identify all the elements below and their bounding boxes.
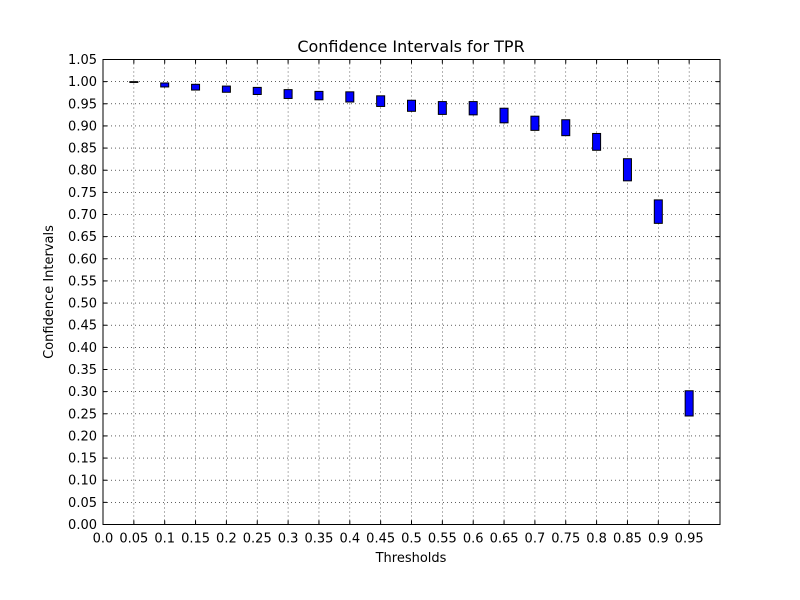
- x-tick-label: 0.7: [525, 532, 546, 547]
- y-tick-label: 0.25: [68, 407, 97, 422]
- x-tick-label: 0.3: [278, 532, 299, 547]
- y-tick-label: 0.70: [68, 208, 97, 223]
- grid: [102, 59, 720, 525]
- interval-boxes: [129, 81, 694, 417]
- y-tick-label: 0.60: [68, 252, 97, 267]
- y-tick-label: 0.45: [68, 319, 97, 334]
- x-tick-labels: 0.0 0.05 0.1 0.15 0.2 0.25 0.3 0.35 0.4 0.45 0.5 0.…: [93, 532, 704, 547]
- x-tick-label: 0.0: [93, 532, 114, 547]
- x-tick-label: 0.8: [586, 532, 607, 547]
- y-tick-label: 0.00: [68, 518, 97, 533]
- x-tick-label: 0.75: [551, 532, 580, 547]
- interval-box: [653, 199, 663, 224]
- y-tick-label: 0.35: [68, 363, 97, 378]
- y-tick-label: 0.10: [68, 474, 97, 489]
- y-tick-labels: 0.00 0.05 0.10 0.15 0.20 0.25 0.30 0.35 0.40 0.45…: [68, 53, 97, 533]
- y-tick-label: 0.20: [68, 429, 97, 444]
- x-tick-label: 0.6: [463, 532, 484, 547]
- interval-box: [252, 86, 262, 95]
- y-tick-label: 0.75: [68, 186, 97, 201]
- y-tick-label: 0.30: [68, 385, 97, 400]
- interval-box: [160, 82, 170, 88]
- interval-box: [437, 101, 447, 115]
- interval-box: [221, 85, 231, 93]
- x-tick-label: 0.2: [216, 532, 237, 547]
- interval-box: [592, 132, 602, 151]
- x-tick-label: 0.55: [428, 532, 457, 547]
- y-tick-label: 0.15: [68, 452, 97, 467]
- y-tick-label: 0.90: [68, 119, 97, 134]
- x-tick-label: 0.5: [401, 532, 422, 547]
- x-axis-title: Thresholds: [375, 551, 447, 566]
- y-tick-label: 1.05: [68, 53, 97, 68]
- y-tick-label: 0.85: [68, 142, 97, 157]
- interval-box: [530, 115, 540, 131]
- y-tick-label: 0.50: [68, 297, 97, 312]
- interval-box: [314, 90, 324, 101]
- x-tick-label: 0.35: [304, 532, 333, 547]
- x-tick-label: 0.45: [366, 532, 395, 547]
- interval-box: [129, 81, 139, 83]
- y-tick-label: 0.80: [68, 164, 97, 179]
- x-tick-label: 0.9: [648, 532, 669, 547]
- interval-box: [468, 101, 478, 116]
- interval-box: [376, 95, 386, 107]
- ticks: [102, 59, 720, 525]
- x-tick-label: 0.85: [613, 532, 642, 547]
- chart-title: Confidence Intervals for TPR: [297, 37, 524, 56]
- y-tick-label: 0.05: [68, 496, 97, 511]
- interval-box: [191, 83, 201, 91]
- x-tick-label: 0.1: [154, 532, 175, 547]
- x-tick-label: 0.25: [243, 532, 272, 547]
- y-axis-title: Confidence Intervals: [42, 225, 57, 359]
- y-tick-label: 0.65: [68, 230, 97, 245]
- interval-box: [622, 158, 632, 182]
- x-tick-label: 0.05: [119, 532, 148, 547]
- interval-box: [499, 107, 509, 124]
- interval-box: [283, 89, 293, 99]
- interval-box: [561, 119, 571, 137]
- x-tick-label: 0.4: [339, 532, 360, 547]
- y-tick-label: 1.00: [68, 75, 97, 90]
- x-tick-label: 0.95: [675, 532, 704, 547]
- interval-box: [684, 390, 694, 417]
- x-tick-label: 0.65: [490, 532, 519, 547]
- y-tick-label: 0.40: [68, 341, 97, 356]
- interval-box: [345, 91, 355, 103]
- x-tick-label: 0.15: [181, 532, 210, 547]
- interval-box: [407, 99, 416, 112]
- y-tick-label: 0.95: [68, 97, 97, 112]
- y-tick-label: 0.55: [68, 274, 97, 289]
